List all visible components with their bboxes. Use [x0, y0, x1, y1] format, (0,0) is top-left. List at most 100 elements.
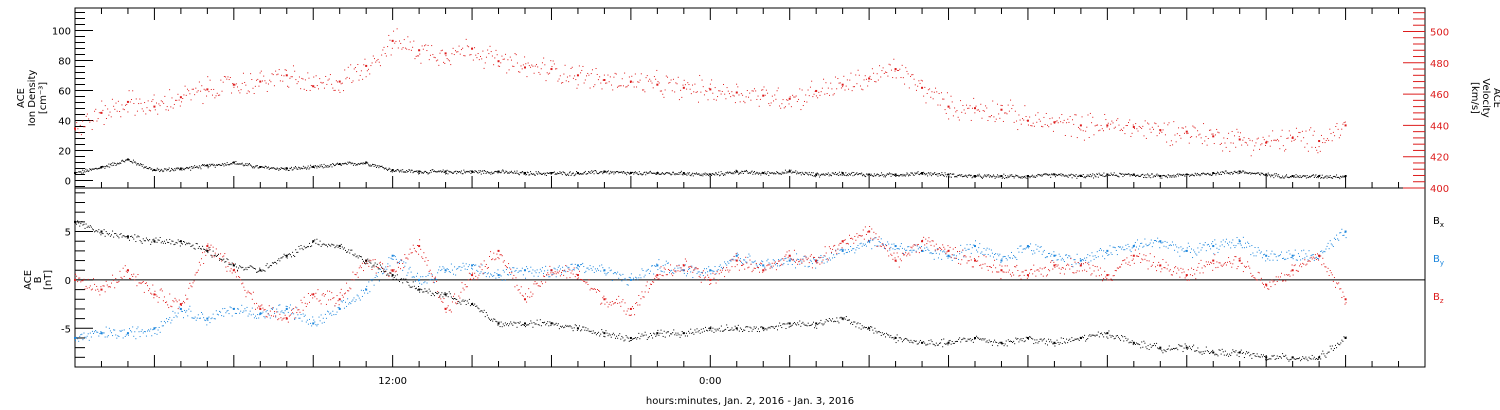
density-sample [539, 173, 541, 175]
density-sample [185, 167, 187, 169]
density-sample [286, 167, 288, 169]
density-sample [453, 171, 455, 173]
density-sample [677, 173, 679, 175]
by-sample [276, 308, 278, 310]
velocity-sample [1197, 130, 1199, 132]
density-sample [924, 174, 926, 176]
by-sample [242, 311, 244, 313]
by-point [1344, 230, 1347, 233]
bz-sample [576, 278, 578, 280]
velocity-sample [802, 105, 804, 107]
velocity-sample [520, 65, 522, 67]
by-sample [625, 279, 627, 281]
density-sample [451, 172, 453, 174]
density-sample [929, 174, 931, 176]
density-sample [1085, 175, 1087, 177]
velocity-sample [707, 99, 709, 101]
by-sample [721, 268, 723, 270]
density-sample [94, 168, 96, 170]
bz-sample [226, 270, 228, 272]
density-sample [634, 171, 636, 173]
density-sample [800, 172, 802, 174]
by-sample [297, 314, 299, 316]
density-sample [1239, 172, 1241, 174]
density-sample [815, 175, 817, 177]
by-sample [381, 266, 382, 268]
velocity-sample [680, 89, 682, 91]
density-sample [735, 169, 737, 171]
bz-sample [532, 293, 534, 295]
velocity-axis-title-line: Velocity [1480, 78, 1491, 117]
density-sample [240, 163, 242, 165]
by-sample [1192, 257, 1194, 259]
velocity-sample [278, 69, 280, 71]
density-axis-title-line: [cm⁻³] [38, 82, 49, 114]
velocity-sample [1133, 127, 1135, 129]
bz-sample [483, 260, 485, 262]
by-sample [640, 277, 642, 279]
by-sample [364, 292, 366, 294]
density-sample [1243, 170, 1245, 172]
velocity-sample [1117, 118, 1119, 120]
density-sample [1121, 173, 1123, 175]
bz-point [682, 264, 685, 267]
bz-point [1000, 269, 1003, 272]
velocity-sample [1030, 125, 1032, 127]
density-sample [1312, 174, 1314, 176]
density-sample [753, 171, 755, 173]
density-sample [553, 171, 555, 173]
by-sample [702, 275, 704, 277]
density-sample [1164, 175, 1166, 177]
bz-sample [718, 273, 720, 275]
velocity-sample [431, 45, 433, 47]
density-sample [768, 174, 770, 176]
by-sample [516, 267, 518, 269]
velocity-sample [557, 80, 559, 82]
density-sample [187, 168, 189, 170]
velocity-sample [322, 82, 324, 84]
velocity-sample [343, 90, 345, 92]
bz-sample [379, 261, 381, 263]
by-sample [202, 313, 204, 315]
density-sample [709, 176, 711, 178]
density-sample [685, 173, 687, 175]
bz-point [735, 259, 738, 262]
velocity-sample [550, 60, 552, 62]
density-sample [1112, 174, 1114, 176]
density-sample [593, 173, 595, 175]
by-sample [663, 271, 665, 273]
density-sample [1141, 174, 1143, 176]
bz-sample [361, 262, 363, 264]
bz-sample [410, 252, 412, 254]
legend-by-label: B [1433, 254, 1440, 265]
density-sample [1041, 175, 1043, 177]
velocity-sample [289, 77, 291, 79]
by-sample [301, 320, 303, 322]
density-sample [1134, 174, 1136, 176]
density-sample [514, 172, 516, 174]
velocity-sample [1214, 134, 1216, 136]
velocity-sample [859, 85, 861, 87]
bz-sample [215, 248, 217, 250]
density-sample [748, 172, 750, 174]
by-sample [85, 337, 87, 339]
by-sample [664, 264, 666, 266]
density-sample [1302, 175, 1304, 177]
by-sample [119, 330, 121, 332]
velocity-sample [800, 109, 802, 111]
velocity-sample [237, 86, 238, 88]
velocity-sample [1219, 143, 1221, 145]
by-sample [871, 248, 873, 250]
bz-sample [345, 292, 346, 294]
by-sample [1073, 259, 1075, 261]
velocity-sample [469, 54, 471, 56]
by-sample [817, 260, 819, 262]
velocity-sample [975, 105, 977, 107]
density-sample [310, 164, 312, 166]
velocity-sample [865, 78, 867, 80]
density-sample [1209, 174, 1210, 176]
by-sample [1131, 247, 1133, 249]
velocity-sample [684, 84, 686, 86]
velocity-point [1212, 135, 1215, 138]
density-sample [386, 169, 388, 171]
